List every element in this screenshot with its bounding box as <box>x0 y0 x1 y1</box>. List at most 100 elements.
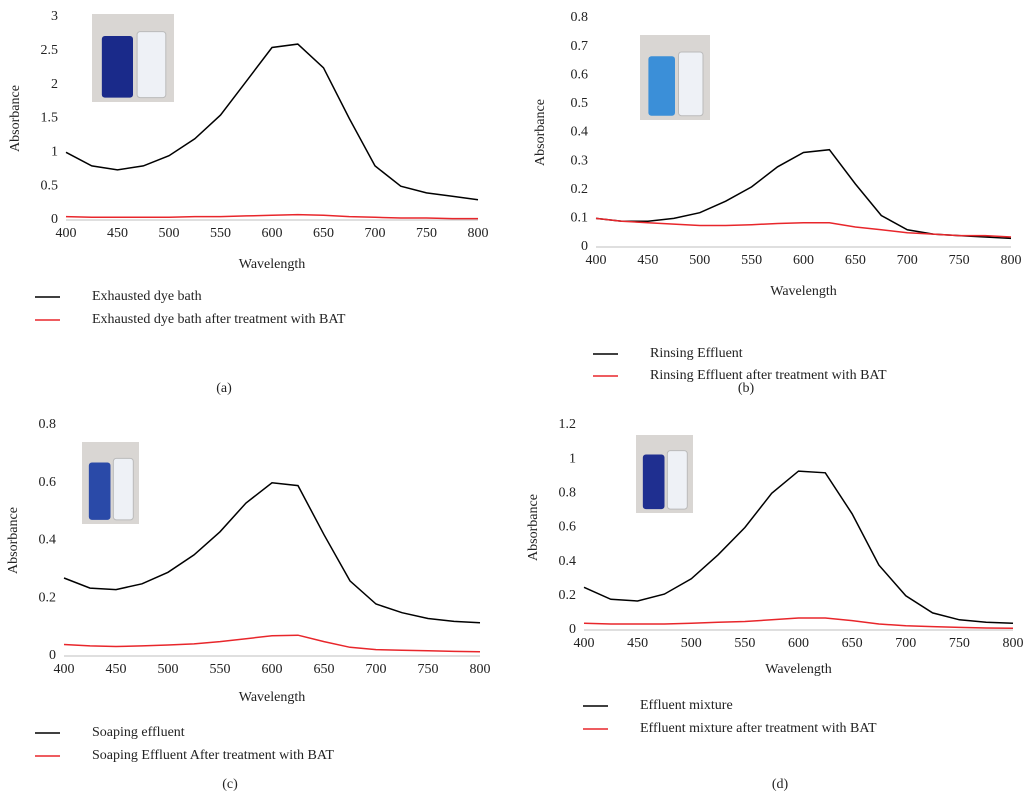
y-tick-label: 0.2 <box>571 182 589 197</box>
vial-treated <box>136 31 167 99</box>
panel: 0 0.2 0.4 0.6 0.8 400 450 500 550 600 650 700 750 800… <box>6 417 490 792</box>
x-tick-label: 550 <box>210 662 231 677</box>
x-tick-label: 400 <box>586 253 607 268</box>
y-tick-label: 0.8 <box>571 10 589 25</box>
x-axis-title: Wavelength <box>770 284 837 299</box>
panel: 0 0.5 1 1.5 2 2.5 3 400 450 500 550 600 650 700 750 800… <box>8 9 488 396</box>
y-tick-label: 1.5 <box>41 111 59 126</box>
y-tick-label: 0.8 <box>559 486 577 501</box>
y-tick-label: 2.5 <box>41 43 59 58</box>
y-tick-label: 0 <box>569 622 576 637</box>
vial-treated <box>678 51 704 117</box>
x-tick-label: 400 <box>56 226 77 241</box>
y-tick-label: 0.7 <box>571 39 589 54</box>
x-tick-label: 600 <box>788 636 809 651</box>
data-line <box>63 634 481 653</box>
x-tick-label: 650 <box>842 636 863 651</box>
y-tick-label: 0.4 <box>39 533 57 548</box>
y-axis-title: Absorbance <box>6 507 21 574</box>
x-tick-label: 800 <box>1001 253 1022 268</box>
x-tick-label: 500 <box>158 662 179 677</box>
y-axis-title: Absorbance <box>526 494 541 561</box>
data-line <box>65 43 479 201</box>
panel: 0 0.1 0.2 0.3 0.4 0.5 0.6 0.7 0.8 400 450 500 550 600… <box>533 10 1021 396</box>
x-tick-label: 600 <box>262 226 283 241</box>
x-axis-title: Wavelength <box>765 662 832 677</box>
y-tick-label: 0.8 <box>39 417 57 432</box>
x-tick-label: 700 <box>897 253 918 268</box>
x-tick-label: 800 <box>1003 636 1024 651</box>
vial-colored <box>648 56 675 116</box>
y-tick-label: 0.2 <box>39 590 57 605</box>
x-tick-label: 450 <box>106 662 127 677</box>
legend-label: Effluent mixture <box>640 698 733 713</box>
x-tick-label: 700 <box>895 636 916 651</box>
x-tick-label: 550 <box>734 636 755 651</box>
x-tick-label: 500 <box>159 226 180 241</box>
x-tick-label: 400 <box>574 636 595 651</box>
panel-label: (d) <box>772 777 789 792</box>
y-tick-label: 0.5 <box>41 178 59 193</box>
vial-treated <box>666 450 688 510</box>
x-tick-label: 450 <box>637 253 658 268</box>
y-axis-title: Absorbance <box>8 85 23 152</box>
x-tick-label: 650 <box>845 253 866 268</box>
x-tick-label: 750 <box>949 636 970 651</box>
y-tick-label: 2 <box>51 77 58 92</box>
x-tick-label: 500 <box>689 253 710 268</box>
y-axis-title: Absorbance <box>533 99 548 166</box>
y-tick-label: 0.1 <box>571 211 589 226</box>
legend-label: Rinsing Effluent after treatment with BA… <box>650 368 887 383</box>
x-tick-label: 450 <box>627 636 648 651</box>
y-tick-label: 0.3 <box>571 153 589 168</box>
panel-label: (a) <box>216 381 232 396</box>
vial-colored <box>101 36 133 98</box>
legend-label: Rinsing Effluent <box>650 346 743 361</box>
legend-label: Exhausted dye bath after treatment with … <box>92 312 346 327</box>
x-tick-label: 800 <box>470 662 491 677</box>
data-line <box>595 217 1012 238</box>
x-tick-label: 450 <box>107 226 128 241</box>
legend-label: Effluent mixture after treatment with BA… <box>640 721 877 736</box>
panel: 0 0.2 0.4 0.6 0.8 1 1.2 400 450 500 550 600 650 700 75… <box>526 417 1023 792</box>
x-tick-label: 650 <box>314 662 335 677</box>
x-tick-label: 800 <box>468 226 489 241</box>
y-tick-label: 0.2 <box>559 588 577 603</box>
legend-label: Soaping effluent <box>92 725 185 740</box>
x-tick-label: 700 <box>365 226 386 241</box>
y-tick-label: 0.5 <box>571 96 589 111</box>
y-tick-label: 1 <box>51 145 58 160</box>
x-tick-label: 700 <box>366 662 387 677</box>
y-tick-label: 3 <box>51 9 58 24</box>
panel-label: (c) <box>222 777 238 792</box>
y-tick-label: 0 <box>51 212 58 227</box>
y-tick-label: 0.6 <box>571 67 589 82</box>
x-tick-label: 750 <box>418 662 439 677</box>
x-tick-label: 650 <box>313 226 334 241</box>
y-tick-label: 0.4 <box>571 125 589 140</box>
y-tick-label: 0 <box>49 648 56 663</box>
x-tick-label: 600 <box>262 662 283 677</box>
y-tick-label: 0.6 <box>39 475 57 490</box>
data-line <box>583 617 1014 630</box>
x-tick-label: 750 <box>416 226 437 241</box>
y-tick-label: 1.2 <box>559 417 577 432</box>
vial-colored <box>642 454 665 510</box>
data-line <box>65 213 478 220</box>
x-tick-label: 500 <box>681 636 702 651</box>
legend-label: Soaping Effluent After treatment with BA… <box>92 748 334 763</box>
vial-treated <box>112 457 134 521</box>
data-line <box>595 148 1012 240</box>
legend-label: Exhausted dye bath <box>92 289 202 304</box>
y-tick-label: 0.4 <box>559 554 577 569</box>
data-line <box>583 470 1014 624</box>
data-line <box>63 482 481 624</box>
vial-colored <box>88 462 111 520</box>
y-tick-label: 1 <box>569 451 576 466</box>
x-tick-label: 600 <box>793 253 814 268</box>
x-tick-label: 750 <box>949 253 970 268</box>
x-axis-title: Wavelength <box>239 690 306 705</box>
y-tick-label: 0.6 <box>559 520 577 535</box>
y-tick-label: 0 <box>581 239 588 254</box>
